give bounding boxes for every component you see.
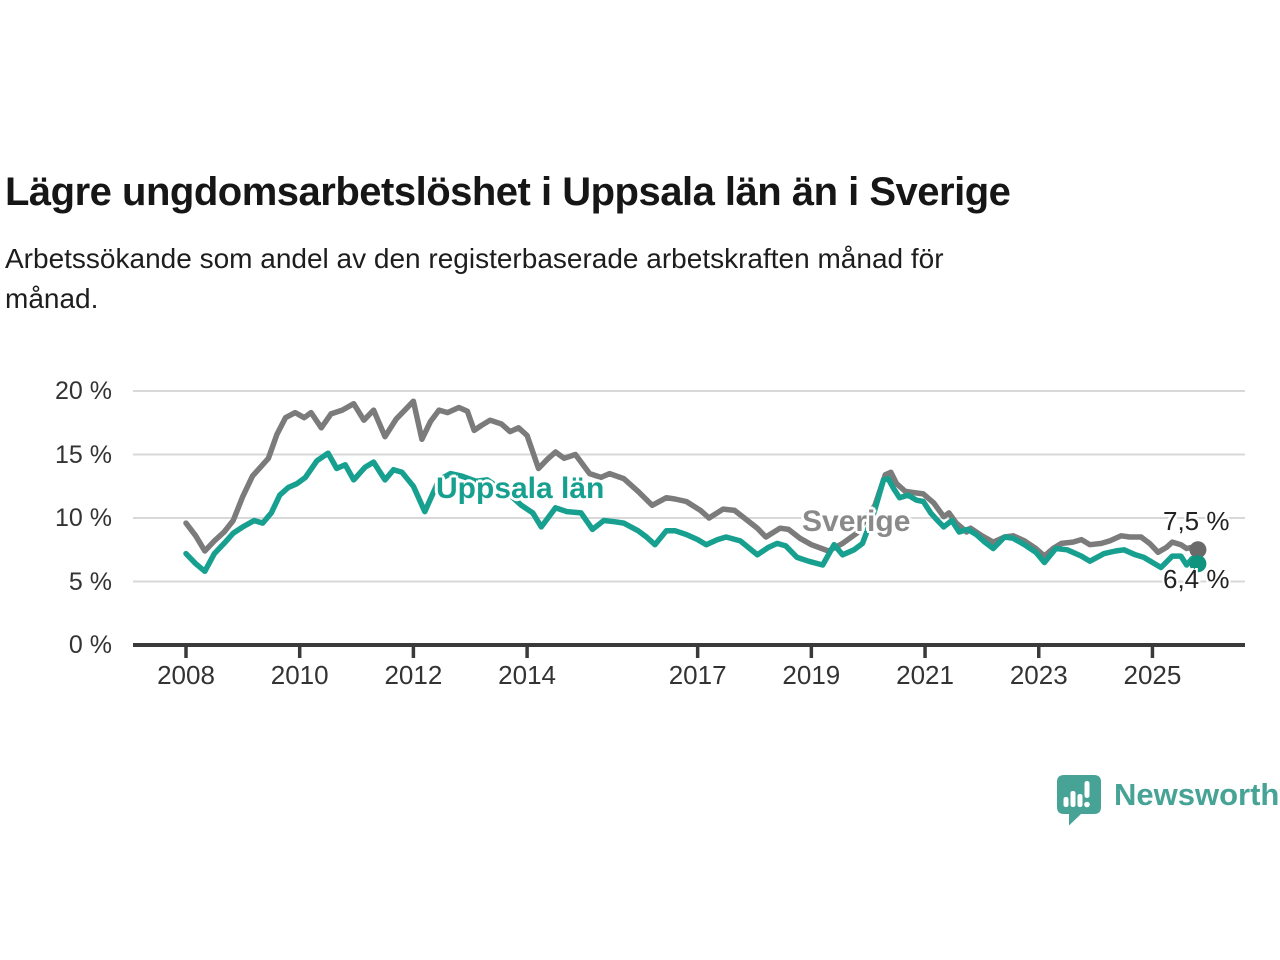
x-axis-tick-label: 2023 — [1009, 660, 1068, 690]
series-label-uppsala-lan: Uppsala län — [436, 472, 605, 505]
y-axis-tick-label: 15 % — [55, 440, 112, 469]
y-axis-tick-label: 10 % — [55, 504, 112, 532]
x-axis-tick-label: 2012 — [384, 660, 443, 690]
newsworthy-logo-icon — [1057, 775, 1101, 826]
page-title: Lägre ungdomsarbetslöshet i Uppsala län … — [5, 169, 1011, 214]
y-axis-tick-label: 20 % — [55, 377, 112, 405]
x-axis-tick-label: 2017 — [668, 660, 727, 690]
y-axis-tick-label: 5 % — [68, 567, 112, 596]
x-axis-tick-label: 2019 — [782, 660, 841, 690]
x-axis-tick-label: 2010 — [270, 660, 329, 690]
x-axis-tick-label: 2014 — [498, 660, 557, 690]
newsworthy-logo: Newsworthy — [1056, 774, 1280, 826]
end-value-label-sverige: 7,5 % — [1163, 506, 1230, 536]
series-line-sverige — [183, 398, 1201, 559]
x-axis-tick-label: 2021 — [896, 660, 954, 690]
series-end-dot-uppsala-lan — [1189, 555, 1207, 573]
series-end-dot-sverige — [1189, 541, 1207, 559]
series-label-sverige: Sverige — [802, 505, 911, 538]
newsworthy-logo-text: Newsworthy — [1114, 777, 1280, 812]
chart-subtitle-line1: Arbetssökande som andel av den registerb… — [5, 243, 944, 274]
chart-subtitle: Arbetssökande som andel av den registerb… — [5, 239, 1205, 319]
y-axis-tick-label: 0 % — [68, 631, 112, 659]
chart-subtitle-line2: månad. — [5, 283, 99, 314]
x-axis-tick-label: 2008 — [157, 660, 215, 690]
end-value-label-uppsala-lan: 6,4 % — [1163, 564, 1230, 594]
x-axis-tick-label: 2025 — [1123, 660, 1182, 690]
series-line-uppsala-lan — [183, 450, 1201, 575]
